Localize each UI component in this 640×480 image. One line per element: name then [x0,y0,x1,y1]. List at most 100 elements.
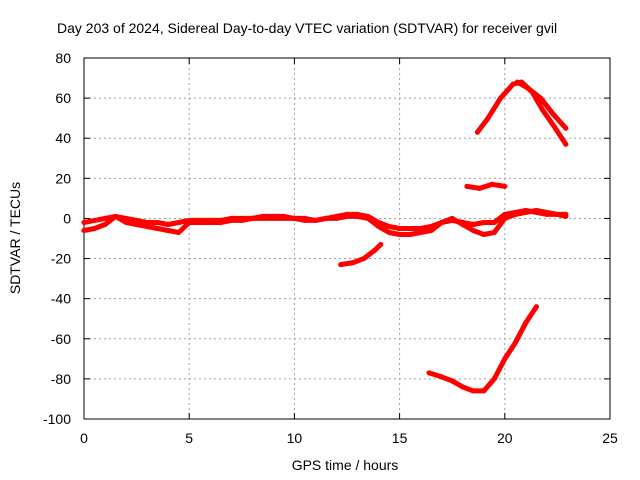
data-point [502,215,508,221]
data-point [165,228,171,233]
data-point [176,220,182,225]
data-point [338,262,344,268]
data-point [498,95,504,101]
y-tick-label: -60 [51,331,71,347]
data-point [102,222,108,227]
data-point [81,220,87,225]
data-point [523,320,529,326]
data-point [550,111,556,117]
y-tick-label: -100 [43,411,71,427]
data-point [378,242,384,247]
data-point [371,248,377,253]
data-point [533,304,539,310]
data-point [418,230,424,235]
chart-title: Day 203 of 2024, Sidereal Day-to-day VTE… [57,20,557,36]
x-axis-label: GPS time / hours [292,457,399,473]
x-tick-label: 0 [80,430,88,446]
data-point [207,220,213,225]
y-axis-label: SDTVAR / TECUs [7,182,23,294]
x-tick-label: 20 [497,430,513,446]
data-point [365,215,371,221]
data-point [361,256,367,262]
data-point [514,79,520,85]
data-point [481,232,487,237]
data-point [489,181,495,187]
data-point [218,220,224,225]
data-point [481,388,487,394]
data-point [355,213,360,219]
data-point [186,220,192,225]
data-point [512,211,518,217]
data-point [439,220,445,225]
data-point [502,356,508,362]
data-point [144,224,150,229]
data-point [386,224,392,229]
data-point [323,215,329,221]
series-line-arc-18h [464,181,508,191]
data-point [460,384,466,390]
data-point [397,232,403,237]
data-point [502,183,508,189]
data-point [113,213,119,219]
x-tick-label: 5 [185,430,193,446]
data-point [239,217,245,223]
plot-frame [83,57,611,420]
y-tick-label: 0 [63,210,71,226]
data-point [554,211,560,217]
x-tick-label: 15 [392,430,408,446]
data-point [449,215,455,221]
data-point [449,378,455,384]
data-point [270,215,276,221]
y-tick-label: -20 [51,251,71,267]
data-point [81,228,87,233]
data-point [563,141,569,147]
data-point [533,207,539,213]
data-point [481,220,487,225]
data-point [426,370,432,376]
data-point [197,220,203,225]
data-point [312,217,318,223]
data-point [397,226,403,231]
data-point [281,215,287,221]
data-point [428,228,434,233]
data-point [92,226,97,231]
data-point [334,215,339,221]
data-point [155,226,161,231]
data-point [512,340,518,346]
y-tick-label: 80 [55,50,71,66]
data-point [134,222,140,227]
data-point [460,222,466,227]
data-point [439,374,445,380]
data-point [176,230,182,235]
data-point [407,232,413,237]
data-point [302,217,308,223]
data-point [523,209,529,215]
data-point [491,376,497,382]
axis-ticks: 0 5 10 15 20 25 -100 -80 -60 -40 -20 0 20 40 60 80 [43,50,618,446]
data-point [552,125,558,131]
data-point [470,228,476,233]
data-point [485,115,491,121]
data-point [525,85,531,91]
x-tick-label: 25 [602,430,618,446]
data-point [165,222,171,227]
series-line-arc-lower [338,242,384,268]
y-tick-label: 60 [55,90,71,106]
y-tick-label: 20 [55,170,71,186]
data-point [491,230,497,235]
data-point [538,95,544,101]
data-point [155,220,161,225]
data-point [249,215,255,221]
data-point [134,217,140,223]
data-point [510,81,516,87]
data-point [376,224,382,229]
data-point [464,183,470,189]
data-point [102,215,108,221]
data-point [123,220,129,225]
data-point [540,107,546,113]
y-tick-label: 40 [55,130,71,146]
data-point [470,222,476,227]
data-point [386,230,392,235]
grid [84,58,610,419]
